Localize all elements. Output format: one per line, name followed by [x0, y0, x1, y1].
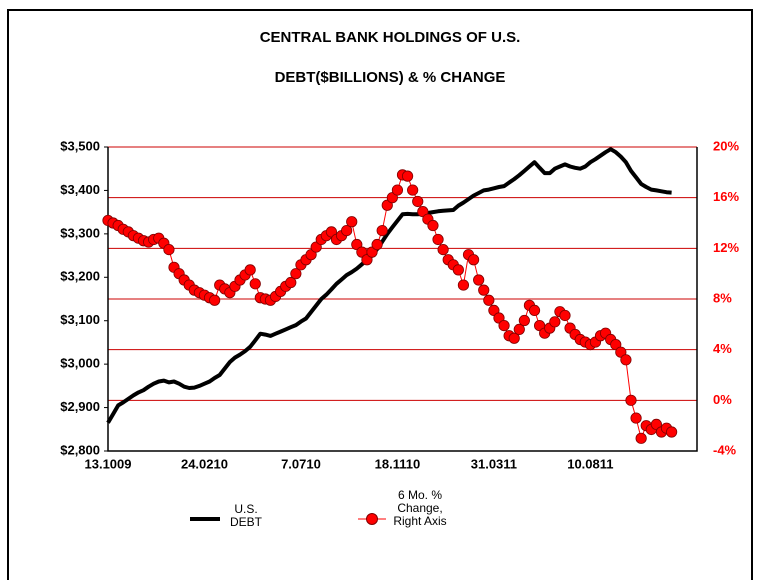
x-tick-label: 24.0210 — [181, 456, 228, 471]
marker — [346, 216, 358, 228]
y2-tick-label: 16% — [713, 189, 739, 204]
y-tick-label: $3,200 — [60, 269, 100, 284]
marker — [559, 309, 571, 322]
marker — [401, 170, 414, 182]
y2-tick-label: 8% — [713, 290, 732, 305]
y2-tick-label: 0% — [713, 392, 732, 407]
marker — [620, 354, 632, 366]
chart-title: CENTRAL BANK HOLDINGS OF U.S. — [260, 29, 521, 46]
marker — [376, 225, 388, 237]
marker — [528, 304, 541, 316]
y2-tick-label: 20% — [713, 138, 739, 153]
y2-tick-label: 12% — [713, 240, 739, 255]
y2-tick-label: 4% — [713, 341, 732, 356]
x-tick-label: 10.0811 — [567, 456, 613, 471]
y-tick-label: $3,100 — [60, 312, 100, 327]
marker — [427, 219, 439, 232]
marker — [163, 244, 175, 256]
marker — [432, 233, 444, 246]
marker — [483, 294, 495, 306]
y-tick-label: $3,500 — [60, 138, 100, 153]
marker — [412, 195, 424, 208]
marker — [371, 238, 383, 251]
marker — [341, 225, 353, 237]
y-tick-label: $3,000 — [60, 356, 100, 371]
marker — [391, 184, 404, 196]
marker — [473, 274, 485, 286]
marker — [498, 319, 510, 332]
y-tick-label: $2,900 — [60, 399, 100, 414]
marker — [635, 432, 647, 444]
marker — [513, 323, 525, 335]
x-tick-label: 31.0311 — [471, 456, 517, 471]
marker — [244, 264, 256, 276]
marker — [467, 254, 480, 266]
marker — [437, 244, 449, 256]
marker — [249, 278, 261, 290]
y-tick-label: $3,300 — [60, 225, 100, 240]
marker — [518, 314, 530, 327]
x-tick-label: 13.1009 — [85, 456, 132, 471]
marker — [452, 264, 464, 276]
y2-tick-label: -4% — [713, 442, 737, 457]
legend-label: 6 Mo. % Change, Right Axis — [393, 488, 447, 528]
axes — [107, 147, 698, 452]
y-tick-label: $3,400 — [60, 182, 100, 197]
marker — [209, 294, 221, 306]
marker — [666, 426, 678, 438]
debt-line — [106, 147, 672, 424]
marker — [457, 279, 470, 291]
y-tick-label: $2,800 — [60, 442, 100, 457]
frame — [7, 9, 753, 580]
marker — [407, 184, 419, 196]
marker — [508, 332, 520, 344]
x-tick-label: 7.0710 — [281, 456, 321, 471]
legend-marker — [366, 513, 378, 525]
marker — [549, 316, 561, 328]
chart-subtitle: DEBT($BILLIONS) & % CHANGE — [275, 69, 506, 86]
legend-label: U.S. DEBT — [229, 502, 262, 529]
marker — [478, 284, 490, 296]
x-tick-label: 18.1110 — [375, 456, 421, 471]
marker — [625, 394, 637, 406]
marker — [290, 268, 302, 280]
marker — [630, 412, 642, 424]
marker — [285, 276, 297, 289]
